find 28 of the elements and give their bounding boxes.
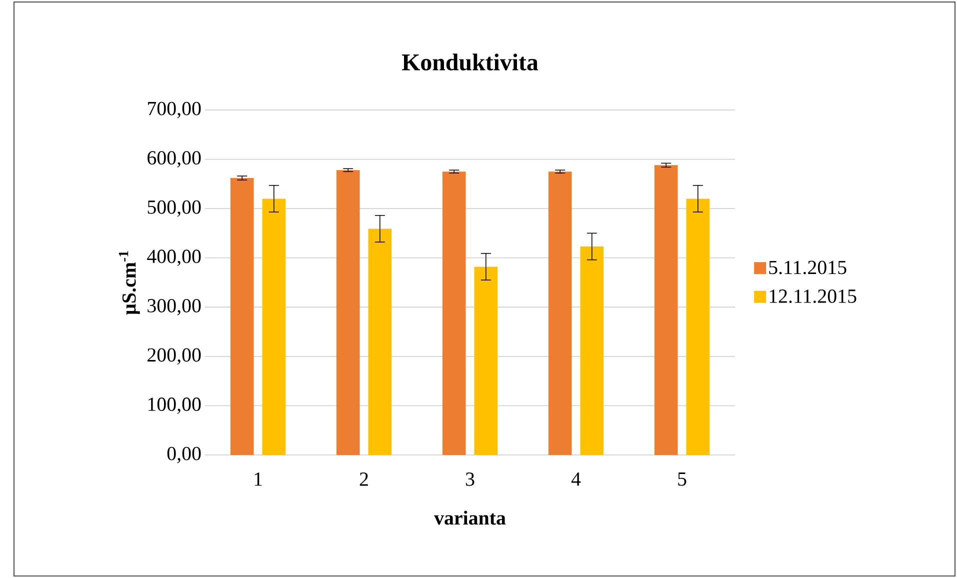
bar bbox=[262, 198, 286, 455]
bar bbox=[442, 172, 466, 455]
bar bbox=[548, 172, 572, 455]
x-tick-label: 5 bbox=[678, 472, 686, 486]
y-tick-label: 500,00 bbox=[148, 200, 201, 217]
x-axis-title: varianta bbox=[434, 510, 506, 525]
y-tick-label: 0,00 bbox=[167, 446, 201, 464]
y-tick-label: 400,00 bbox=[147, 250, 201, 266]
y-tick-label: 600,00 bbox=[148, 151, 201, 168]
legend-label: 12.11.2015 bbox=[770, 289, 856, 304]
x-tick-label: 3 bbox=[466, 472, 474, 486]
y-tick-label: 300,00 bbox=[148, 298, 201, 316]
legend-label: 5.11.2015 bbox=[769, 260, 846, 274]
y-axis-title: µS.cm$^{-1}$ bbox=[118, 251, 140, 315]
x-tick-label: 4 bbox=[571, 472, 581, 486]
bar bbox=[368, 228, 392, 455]
bar bbox=[580, 246, 604, 455]
bar bbox=[686, 198, 710, 455]
bar bbox=[474, 266, 498, 455]
bar bbox=[230, 178, 254, 455]
chart-title: Konduktivita bbox=[402, 54, 538, 70]
bar bbox=[336, 170, 360, 455]
x-tick-label: 2 bbox=[360, 472, 368, 486]
y-tick-label: 100,00 bbox=[148, 398, 201, 414]
bar bbox=[654, 165, 678, 455]
y-tick-label: 200,00 bbox=[148, 348, 201, 365]
y-tick-label: 700,00 bbox=[148, 102, 201, 118]
x-tick-label: 1 bbox=[254, 472, 262, 486]
